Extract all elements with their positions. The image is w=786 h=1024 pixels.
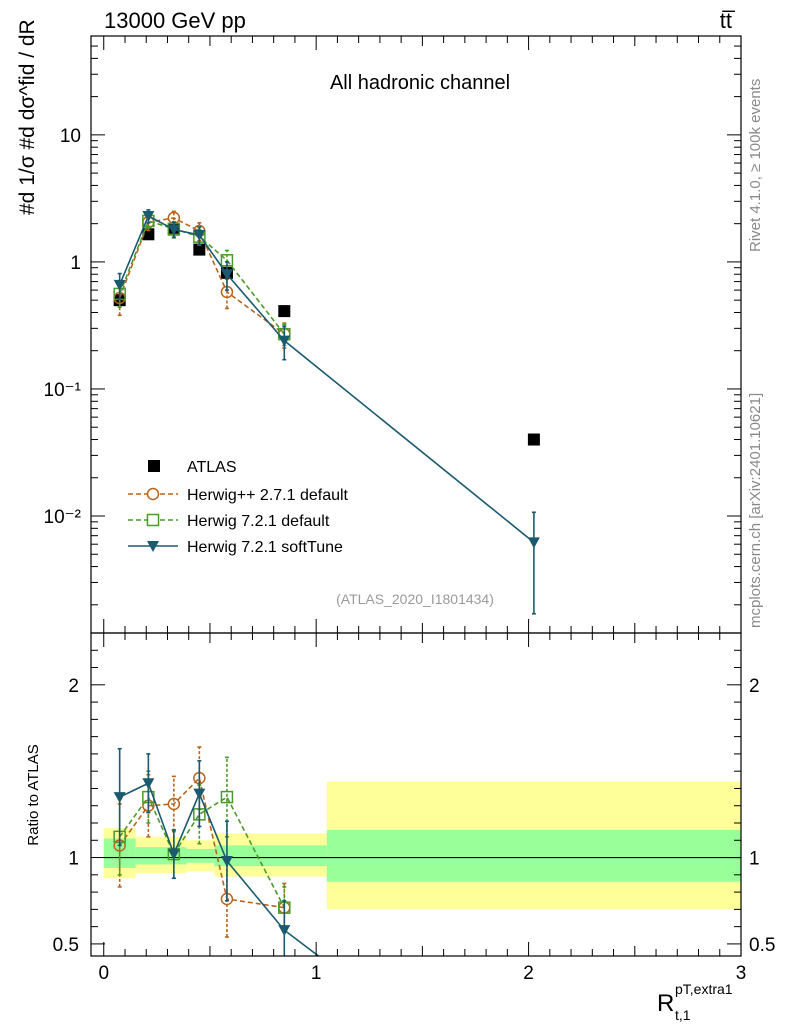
ratio-point [167, 849, 180, 861]
x-tick-label: 2 [523, 963, 534, 984]
data-point [220, 269, 233, 281]
ratio-ticks: 2 2 1 1 0.5 0.5 0 1 2 3 [53, 633, 775, 984]
ratio-point [193, 788, 206, 800]
ratio-y-tick-label-right: 1 [749, 849, 760, 870]
data-point [527, 537, 540, 549]
x-tick-label: 3 [736, 963, 747, 984]
legend-marker [147, 541, 159, 552]
legend-label: Herwig++ 2.7.1 default [187, 487, 349, 504]
legend-label: Herwig 7.2.1 softTune [187, 539, 343, 556]
series-atlas [113, 223, 540, 446]
ratio-uncertainty-bands [103, 781, 741, 910]
ratio-y-axis-label: Ratio to ATLAS [25, 744, 42, 845]
ratio-line [119, 776, 285, 909]
data-point [278, 305, 291, 318]
legend-marker [146, 513, 160, 527]
ratio-line [119, 795, 286, 909]
main-series [113, 209, 540, 615]
x-axis-label-sub: t,1 [675, 1007, 691, 1023]
ratio-point [220, 856, 233, 867]
x-axis-label-main: R [657, 990, 674, 1017]
legend-marker-atlas [148, 460, 160, 472]
ratio-y-tick-label: 1 [68, 849, 79, 870]
ratio-y-tick-label-right: 0.5 [749, 935, 775, 956]
band-inner [186, 848, 215, 863]
data-point [142, 210, 155, 222]
legend: ATLAS Herwig++ 2.7.1 default Herwig 7.2.1 … [128, 459, 349, 556]
analysis-tag: (ATLAS_2020_I1801434) [336, 591, 494, 607]
ratio-y-tick-label-right: 2 [749, 676, 760, 697]
ratio-y-tick-label: 2 [68, 676, 79, 697]
ratio-series [113, 746, 320, 956]
band-inner [214, 845, 327, 867]
main-ticks: 10 1 10⁻¹ 10⁻² [44, 35, 742, 633]
data-point [278, 335, 291, 347]
ratio-y-tick-label: 0.5 [53, 935, 79, 956]
energy-label: 13000 GeV pp [104, 8, 246, 33]
data-point [193, 229, 206, 241]
series-herwig-7-2-1-softtune [113, 209, 540, 615]
band-inner [135, 847, 162, 865]
series-line [118, 219, 285, 335]
ratio-series-herwig-7-2-1-softtune [113, 747, 320, 956]
mcplots-label: mcplots.cern.ch [arXiv:2401.10621] [747, 393, 764, 628]
main-panel: 10 1 10⁻¹ 10⁻² All hadronic channel (ATLAS_… [16, 19, 742, 634]
ratio-frame [90, 632, 742, 957]
y-tick-label: 10⁻² [44, 507, 82, 528]
legend-marker [146, 487, 160, 501]
data-point [113, 279, 126, 291]
series-line [118, 217, 285, 335]
process-label: tt̅ [720, 8, 736, 33]
ratio-point [278, 925, 291, 937]
ratio-point [113, 792, 126, 804]
band-inner [326, 829, 741, 882]
data-point [193, 243, 206, 256]
y-tick-label: 10⁻¹ [44, 380, 82, 401]
ratio-point [142, 778, 155, 790]
x-axis-label: R t,1 pT,extra1 [657, 981, 733, 1023]
legend-label: ATLAS [187, 459, 237, 476]
data-point [167, 224, 180, 236]
x-axis-label-sup: pT,extra1 [675, 981, 733, 997]
y-tick-label: 10 [60, 126, 81, 147]
channel-title: All hadronic channel [330, 72, 510, 94]
data-point [527, 433, 540, 446]
x-tick-label: 1 [311, 963, 322, 984]
ratio-point [167, 797, 181, 811]
rivet-label: Rivet 4.1.0, ≥ 100k events [747, 79, 764, 252]
data-point [142, 228, 155, 241]
ratio-panel: 2 2 1 1 0.5 0.5 0 1 2 3 Ratio to ATLAS [25, 632, 775, 984]
ratio-point [220, 790, 234, 804]
main-y-axis-label-text: #d 1/σ #d dσ^fid / dR [16, 19, 39, 215]
legend-label: Herwig 7.2.1 default [187, 513, 330, 530]
x-tick-label: 0 [98, 963, 109, 984]
main-y-axis-label: #d 1/σ #d dσ^fid / dR [16, 19, 39, 215]
y-tick-label: 1 [70, 253, 81, 274]
